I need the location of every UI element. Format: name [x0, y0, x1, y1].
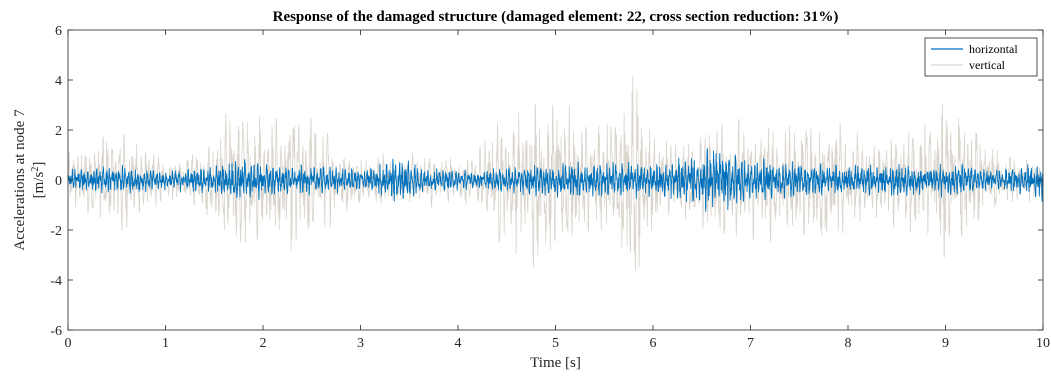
series-line-horizontal: [67, 148, 1044, 212]
x-tick-label: 8: [845, 336, 852, 351]
series-layer: [67, 75, 1044, 271]
y-axis-unit-prefix: [m/s: [31, 172, 47, 199]
y-tick-label: -6: [50, 324, 62, 339]
x-tick-label: 9: [942, 336, 949, 351]
legend-label-horizontal: horizontal: [969, 42, 1018, 56]
y-axis-label-line1: Accelerations at node 7: [12, 109, 28, 251]
legend-label-vertical: vertical: [969, 58, 1006, 72]
y-tick-label: 6: [55, 24, 62, 39]
y-axis-unit-sup: 2: [30, 167, 41, 172]
x-tick-label: 6: [650, 336, 657, 351]
legend-box: [924, 37, 1038, 77]
y-axis-label-line2: [m/s2]: [30, 162, 48, 199]
x-tick-label: 0: [65, 336, 72, 351]
y-tick-label: 2: [55, 124, 62, 139]
x-tick-label: 7: [747, 336, 754, 351]
x-tick-label: 5: [552, 336, 559, 351]
x-axis-label: Time [s]: [530, 355, 581, 371]
y-tick-label: -2: [50, 224, 62, 239]
y-axis-unit-suffix: ]: [31, 162, 47, 167]
y-axis-label: Accelerations at node 7 [m/s2]: [12, 109, 47, 251]
legend: horizontal vertical: [924, 37, 1038, 77]
x-tick-label: 10: [1036, 336, 1050, 351]
chart-title: Response of the damaged structure (damag…: [273, 9, 839, 25]
x-tick-label: 2: [260, 336, 267, 351]
x-tick-label: 3: [357, 336, 364, 351]
y-tick-label: 0: [55, 174, 62, 189]
series-line-vertical: [67, 75, 1044, 271]
x-tick-label: 4: [455, 336, 462, 351]
y-tick-label: 4: [55, 74, 62, 89]
x-tick-label: 1: [162, 336, 169, 351]
y-tick-label: -4: [50, 274, 62, 289]
ticks: 0 1 2 3 4 5 6 7 8 9 10 -6 -4 -2 0 2 4 6: [50, 24, 1050, 351]
